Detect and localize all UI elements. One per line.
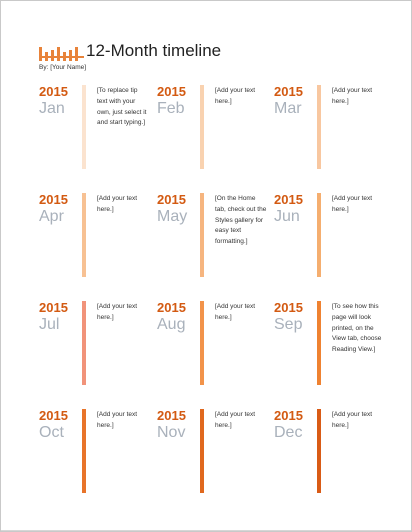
month-note[interactable]: [On the Home tab, check out the Styles g… xyxy=(215,195,267,246)
month-label: Jul xyxy=(39,316,60,333)
timeline-grid: 2015 Jan [To replace tip text with your … xyxy=(39,85,399,501)
month-label: Nov xyxy=(157,424,186,441)
month-stripe xyxy=(82,301,86,385)
month-cell-jul: 2015 Jul [Add your text here.] xyxy=(39,301,157,393)
year-label: 2015 xyxy=(274,84,303,99)
month-label: Feb xyxy=(157,100,185,117)
month-label: Oct xyxy=(39,424,64,441)
month-cell-feb: 2015 Feb [Add your text here.] xyxy=(157,85,275,177)
month-label: Dec xyxy=(274,424,303,441)
year-label: 2015 xyxy=(274,300,303,315)
header: 12-Month timeline xyxy=(39,39,221,61)
month-note[interactable]: [Add your text here.] xyxy=(97,195,138,213)
month-note[interactable]: [Add your text here.] xyxy=(332,195,373,213)
year-label: 2015 xyxy=(39,84,68,99)
month-stripe xyxy=(200,409,204,493)
month-note[interactable]: [To replace tip text with your own, just… xyxy=(97,87,147,127)
month-label: Apr xyxy=(39,208,64,225)
month-cell-oct: 2015 Oct [Add your text here.] xyxy=(39,409,157,501)
year-label: 2015 xyxy=(157,300,186,315)
month-label: Jun xyxy=(274,208,300,225)
month-cell-aug: 2015 Aug [Add your text here.] xyxy=(157,301,275,393)
month-cell-mar: 2015 Mar [Add your text here.] xyxy=(274,85,392,177)
year-label: 2015 xyxy=(39,192,68,207)
month-cell-nov: 2015 Nov [Add your text here.] xyxy=(157,409,275,501)
month-stripe xyxy=(200,85,204,169)
bar-chart-logo-icon xyxy=(39,45,84,61)
month-note[interactable]: [Add your text here.] xyxy=(215,303,256,321)
byline[interactable]: By: [Your Name] xyxy=(39,64,87,71)
month-cell-jan: 2015 Jan [To replace tip text with your … xyxy=(39,85,157,177)
year-label: 2015 xyxy=(157,408,186,423)
month-stripe xyxy=(200,301,204,385)
month-label: Mar xyxy=(274,100,302,117)
month-stripe xyxy=(317,193,321,277)
month-stripe xyxy=(200,193,204,277)
month-cell-may: 2015 May [On the Home tab, check out the… xyxy=(157,193,275,285)
timeline-row: 2015 Jan [To replace tip text with your … xyxy=(39,85,399,177)
timeline-row: 2015 Oct [Add your text here.] 2015 Nov … xyxy=(39,409,399,501)
year-label: 2015 xyxy=(274,192,303,207)
month-label: May xyxy=(157,208,188,225)
month-label: Jan xyxy=(39,100,65,117)
month-stripe xyxy=(82,193,86,277)
month-note[interactable]: [Add your text here.] xyxy=(215,411,256,429)
page-bottom-divider xyxy=(1,530,411,531)
year-label: 2015 xyxy=(39,300,68,315)
year-label: 2015 xyxy=(39,408,68,423)
month-stripe xyxy=(317,85,321,169)
month-cell-jun: 2015 Jun [Add your text here.] xyxy=(274,193,392,285)
month-note[interactable]: [Add your text here.] xyxy=(332,411,373,429)
month-stripe xyxy=(82,409,86,493)
month-label: Aug xyxy=(157,316,186,333)
month-stripe xyxy=(317,409,321,493)
month-stripe xyxy=(317,301,321,385)
month-cell-sep: 2015 Sep [To see how this page will look… xyxy=(274,301,392,393)
month-note[interactable]: [Add your text here.] xyxy=(97,303,138,321)
month-cell-dec: 2015 Dec [Add your text here.] xyxy=(274,409,392,501)
timeline-row: 2015 Apr [Add your text here.] 2015 May … xyxy=(39,193,399,285)
month-label: Sep xyxy=(274,316,303,333)
month-note[interactable]: [Add your text here.] xyxy=(332,87,373,105)
document-title[interactable]: 12-Month timeline xyxy=(86,41,222,60)
month-cell-apr: 2015 Apr [Add your text here.] xyxy=(39,193,157,285)
month-note[interactable]: [Add your text here.] xyxy=(215,87,256,105)
year-label: 2015 xyxy=(157,84,186,99)
year-label: 2015 xyxy=(274,408,303,423)
month-stripe xyxy=(82,85,86,169)
month-note[interactable]: [Add your text here.] xyxy=(97,411,138,429)
year-label: 2015 xyxy=(157,192,186,207)
month-note[interactable]: [To see how this page will look printed,… xyxy=(332,303,382,354)
timeline-row: 2015 Jul [Add your text here.] 2015 Aug … xyxy=(39,301,399,393)
